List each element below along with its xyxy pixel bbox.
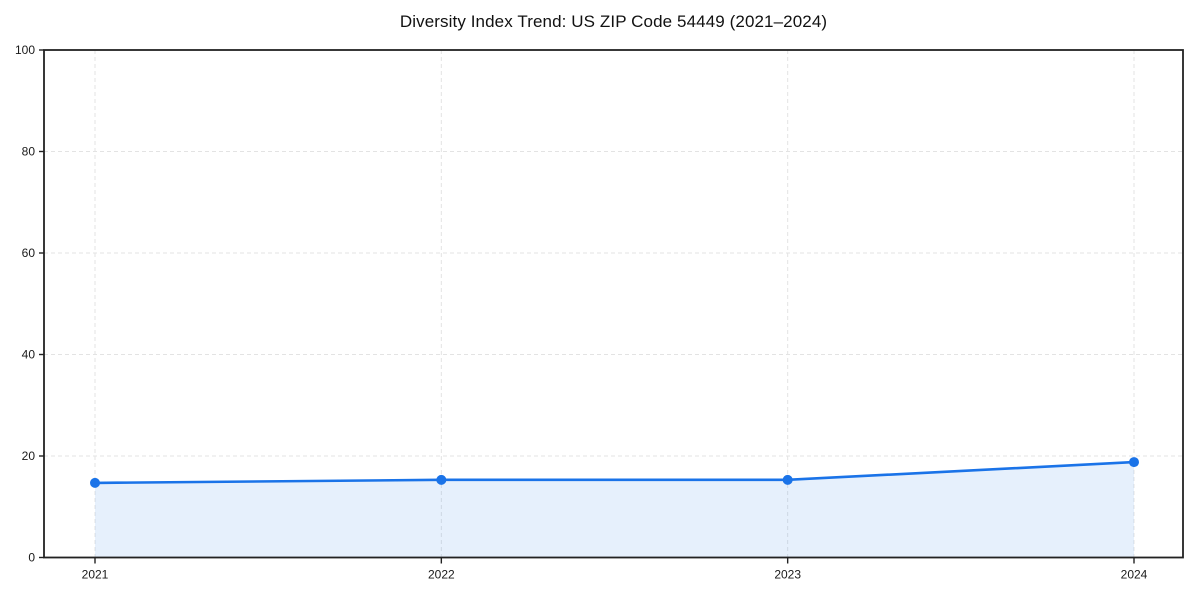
data-point-2022 <box>436 474 447 485</box>
y-tick-label: 0 <box>28 551 35 565</box>
data-point-2021 <box>90 477 100 488</box>
chart-title: Diversity Index Trend: US ZIP Code 54449… <box>399 12 828 31</box>
y-tick-label: 60 <box>22 246 36 260</box>
area-fill <box>95 462 1134 558</box>
y-tick-label: 20 <box>22 449 36 463</box>
trend-line <box>93 460 1136 485</box>
x-tick-label: 2023 <box>774 568 801 582</box>
plot-border <box>43 49 1184 559</box>
x-tick-label: 2022 <box>428 568 455 582</box>
x-tick-label: 2024 <box>1121 568 1148 582</box>
y-tick-label: 80 <box>22 145 36 159</box>
y-tick-label: 100 <box>15 43 35 57</box>
data-point-2023 <box>782 474 793 485</box>
y-tick-label: 40 <box>22 348 36 362</box>
data-point-2024 <box>1129 457 1139 468</box>
x-tick-label: 2021 <box>82 568 109 582</box>
